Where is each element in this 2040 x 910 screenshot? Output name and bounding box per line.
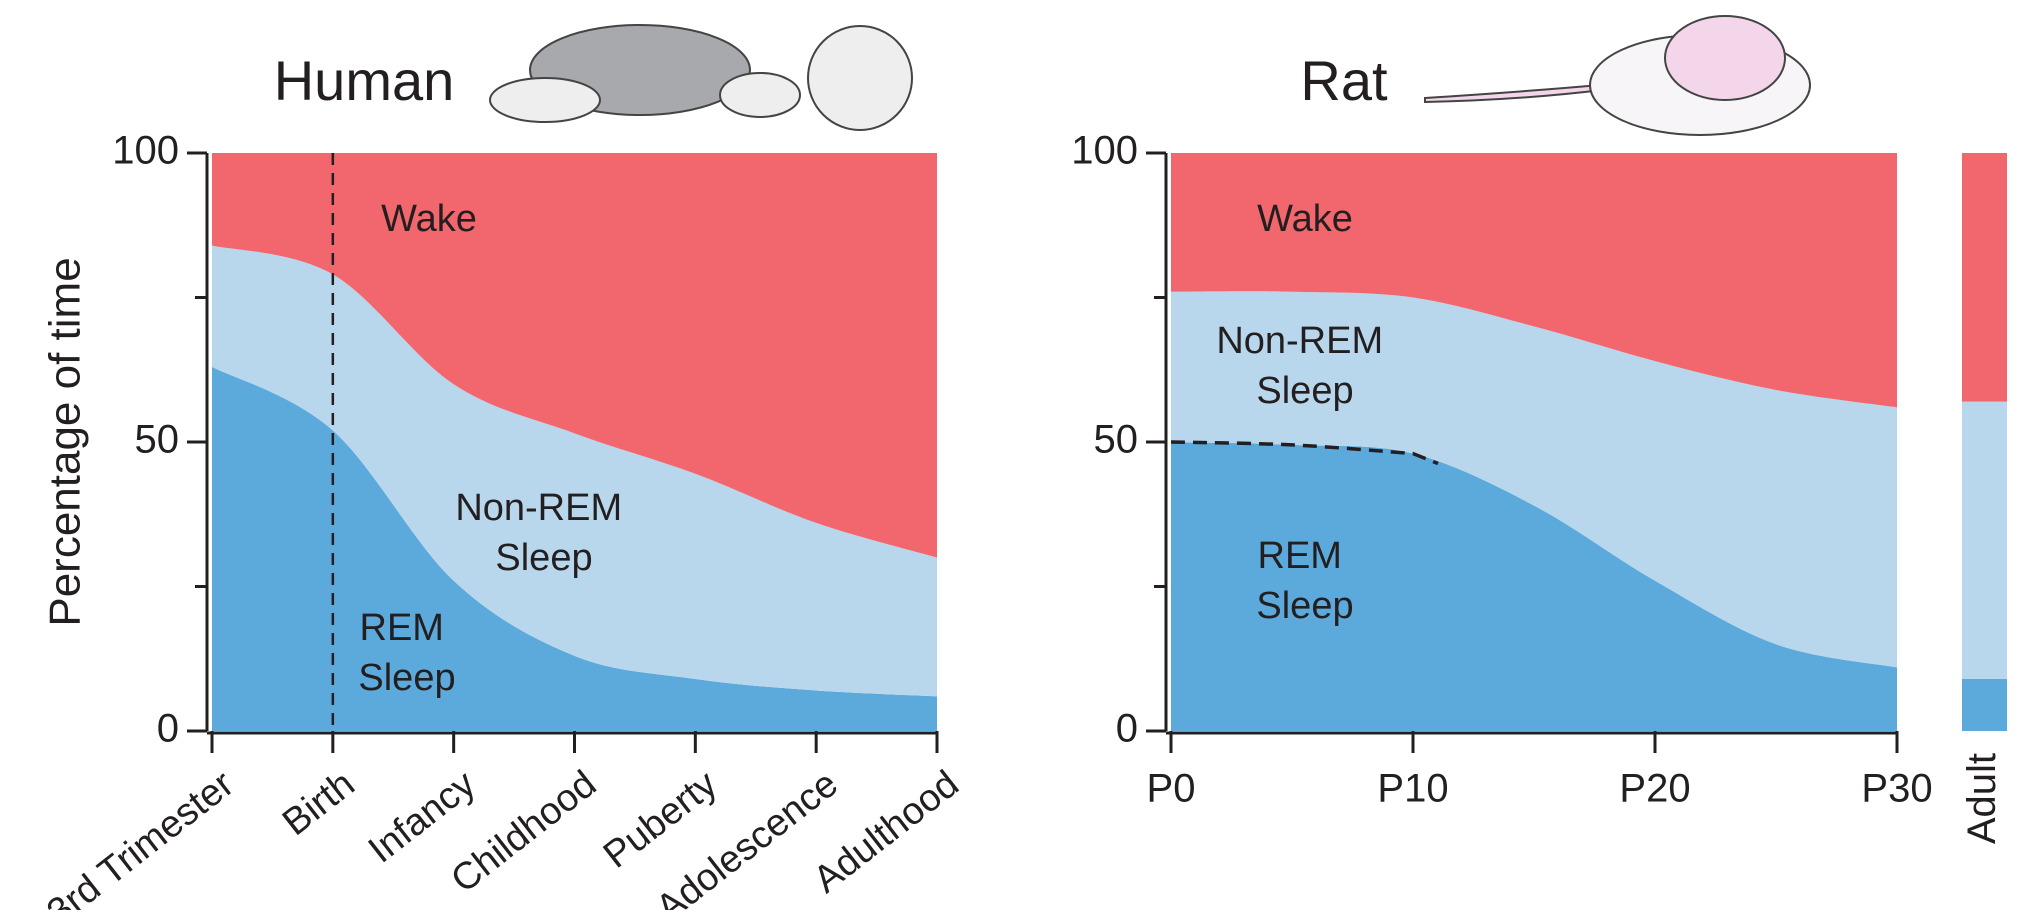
adult-bar-segment: [1962, 678, 2007, 731]
area-band: [212, 245, 937, 697]
adult-bar-segment: [1962, 153, 2007, 402]
area-band: [1171, 442, 1897, 731]
baby-illustration: [489, 24, 913, 131]
x-tick-label: Birth: [275, 763, 362, 844]
area-band: [212, 153, 937, 558]
x-tick-label: P30: [1861, 767, 1932, 811]
chart-title: Rat: [1300, 49, 1388, 112]
y-axis-label: Percentage of time: [41, 257, 90, 626]
y-tick-label: 50: [135, 418, 180, 462]
x-tick-label: P10: [1377, 767, 1448, 811]
area-band: [1171, 291, 1897, 668]
rat-illustration: [1424, 15, 1811, 136]
area-band: [212, 366, 937, 731]
chart-title: Human: [274, 49, 455, 112]
y-tick-label: 100: [112, 129, 179, 173]
series-label: Non-REM Sleep: [455, 487, 632, 579]
area-band: [1171, 153, 1897, 408]
x-tick-label: P20: [1619, 767, 1690, 811]
series-label: REM Sleep: [358, 607, 455, 699]
x-tick-label: Adult: [1960, 753, 2004, 844]
series-label: Wake: [1257, 198, 1353, 240]
rem-boundary-dash: [1170, 440, 1439, 466]
y-tick-label: 50: [1094, 418, 1139, 462]
adult-bar-segment: [1962, 401, 2007, 679]
y-tick-label: 0: [157, 707, 179, 751]
y-tick-label: 0: [1116, 707, 1138, 751]
x-tick-label: P0: [1147, 767, 1196, 811]
x-tick-label: 3rd Trimester: [39, 763, 242, 910]
y-tick-label: 100: [1071, 129, 1138, 173]
series-label: Wake: [381, 198, 477, 240]
series-label: Non-REM Sleep: [1216, 320, 1393, 412]
series-label: REM Sleep: [1256, 535, 1353, 627]
